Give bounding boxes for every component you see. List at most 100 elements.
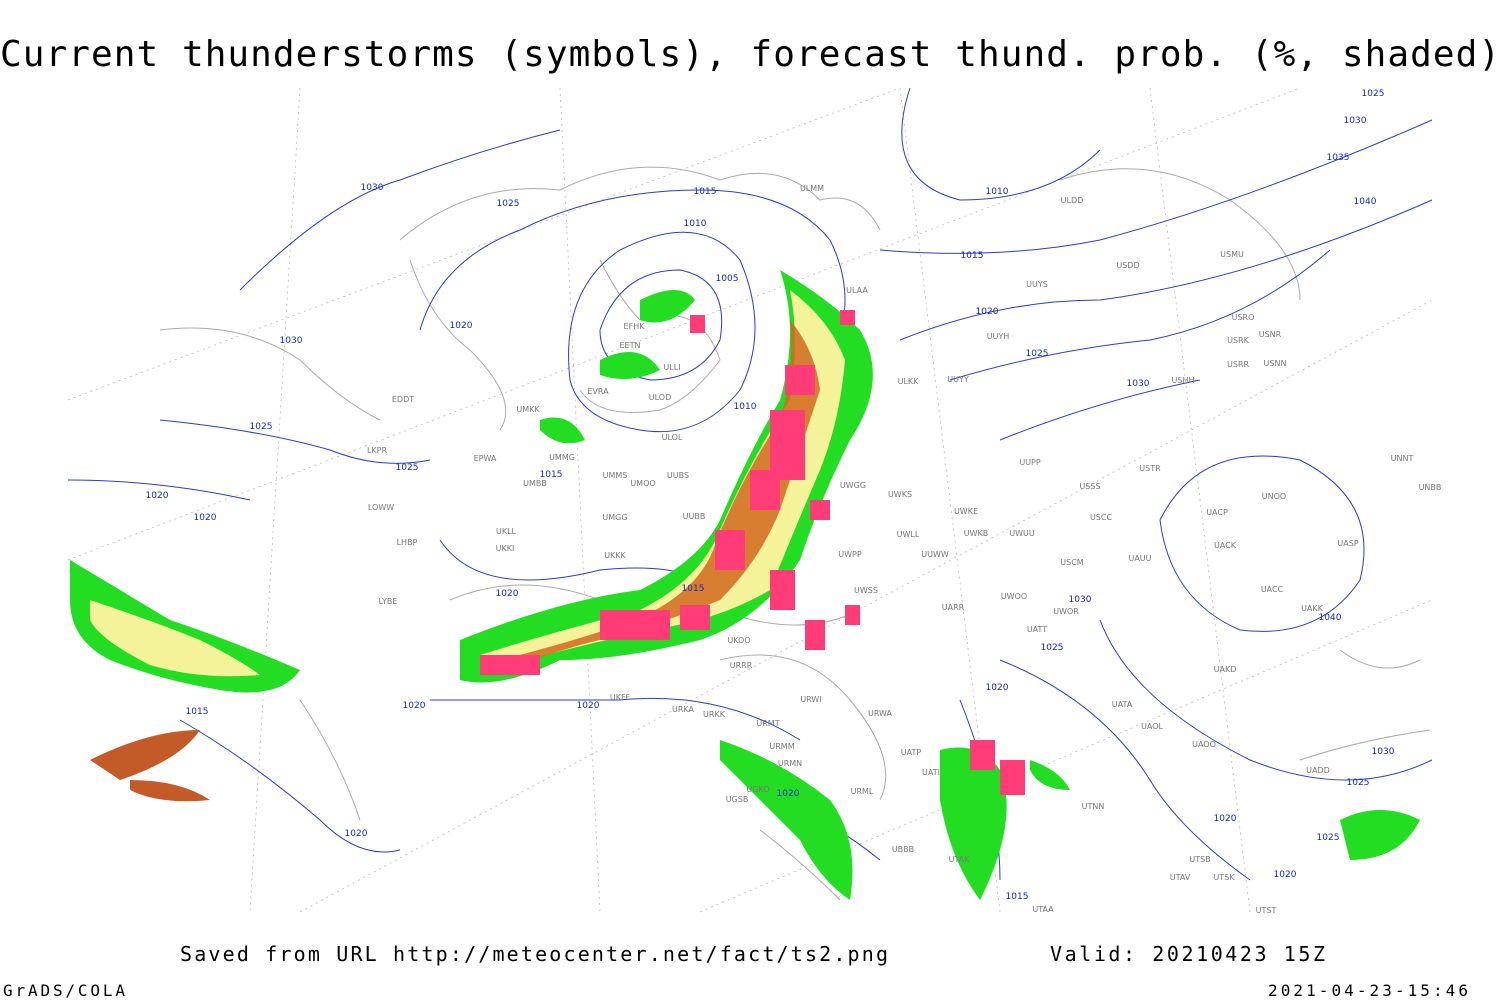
isobar-label: 1025 [1026,349,1049,359]
station-code: EFHK [624,322,646,331]
station-code: UKLL [496,527,517,536]
station-code: UKFF [610,693,631,702]
isobar-label: 1020 [146,491,169,501]
station-code: UAOO [1192,740,1216,749]
station-code: UATP [901,748,922,757]
station-code: UBBB [892,845,914,854]
station-code: LOWW [368,503,394,512]
station-code: USTR [1139,464,1161,473]
station-code: EDDT [392,395,414,404]
isobar-label: 1025 [396,463,419,473]
station-code: ULMM [800,184,824,193]
isobar-label: 1040 [1354,197,1377,207]
station-code: USRK [1227,336,1249,345]
station-code: ULLI [663,363,680,372]
station-code: UNBB [1419,483,1442,492]
isobar-label: 1025 [1317,833,1340,843]
isobar-label: 1030 [1372,747,1395,757]
isobar-label: 1030 [1344,116,1367,126]
isobar-label: 1025 [1041,643,1064,653]
isobar-label: 1015 [961,251,984,261]
station-code: LYBE [379,597,398,606]
isobar-label: 1010 [684,219,707,229]
title: Current thunderstorms (symbols), forecas… [0,34,1500,75]
station-code: UWKS [888,490,912,499]
station-code: URWI [800,695,821,704]
station-code: UWOO [1001,592,1027,601]
station-code: UADD [1306,766,1330,775]
isobar-label: 1020 [1214,814,1237,824]
isobar-label: 1015 [682,584,705,594]
station-code: ULOD [649,393,671,402]
station-code: URMT [756,719,779,728]
station-code: UACC [1261,585,1284,594]
station-code: UACP [1206,508,1228,517]
station-code: UMMS [603,471,628,480]
timestamp: 2021-04-23-15:46 [1268,981,1468,1000]
station-code: UUBB [683,512,706,521]
station-code: UUPP [1019,458,1041,467]
isobar-label: 1020 [496,589,519,599]
station-code: UWKB [964,529,989,538]
station-code: UMMG [549,453,575,462]
station-code: URMN [778,759,802,768]
station-code: UASP [1337,539,1358,548]
station-code: UTSB [1189,855,1210,864]
isobar-label: 1010 [734,402,757,412]
station-code: UATA [1112,700,1133,709]
isobar-label: 1015 [540,470,563,480]
station-code: UMBB [523,479,547,488]
station-code: URRR [730,661,753,670]
station-code: UTST [1256,906,1277,915]
isobar-label: 1030 [361,183,384,193]
station-code: URKK [703,710,726,719]
station-code: USMU [1220,250,1244,259]
isobar-label: 1020 [345,829,368,839]
station-code: USRR [1227,360,1249,369]
station-code: UARR [942,603,965,612]
isobar-label: 1030 [1127,379,1150,389]
isobar-label: 1035 [1327,153,1350,163]
station-code: EVRA [587,387,609,396]
station-code: UTNN [1082,802,1105,811]
station-code: UUYS [1026,280,1048,289]
saved-url: Saved from URL http://meteocenter.net/fa… [180,942,888,966]
isobar-label: 1020 [577,701,600,711]
station-code: UATT [1027,625,1047,634]
station-code: UATI [922,768,940,777]
station-code: UWKE [954,507,978,516]
station-code: UUBS [667,471,689,480]
station-code: LKPR [367,446,388,455]
station-code: URML [851,787,874,796]
station-code: USNN [1264,359,1287,368]
labels: 1030 1025 1015 1010 1005 1010 1015 1020 1025 1030… [146,89,1442,915]
isobar-label: 1010 [986,187,1009,197]
station-code: UGKO [746,785,769,794]
station-code: UAKD [1214,665,1237,674]
station-code: UAUU [1128,554,1151,563]
station-code: UTAA [1032,905,1054,914]
thunderstorm-symbols [480,310,1025,795]
station-code: UWGG [840,481,866,490]
station-code: UAKK [1301,604,1324,613]
isobar-label: 1020 [777,789,800,799]
station-code: UMOO [630,479,655,488]
station-code: USCM [1060,558,1084,567]
isobar-label: 1025 [1347,778,1370,788]
isobar-label: 1020 [986,683,1009,693]
isobar-label: 1030 [280,336,303,346]
station-code: UKOO [727,636,750,645]
isobar-label: 1025 [1362,89,1385,99]
station-code: UWLL [897,530,920,539]
station-code: UMGG [602,513,627,522]
station-code: USSS [1079,482,1100,491]
station-code: UACK [1214,541,1237,550]
isobar-label: 1020 [403,701,426,711]
isobar-label: 1015 [186,707,209,717]
isobar-label: 1025 [497,199,520,209]
isobar-label: 1020 [450,321,473,331]
station-code: UKKI [496,544,515,553]
station-code: USHH [1172,376,1195,385]
isobar-label: 1015 [694,187,717,197]
